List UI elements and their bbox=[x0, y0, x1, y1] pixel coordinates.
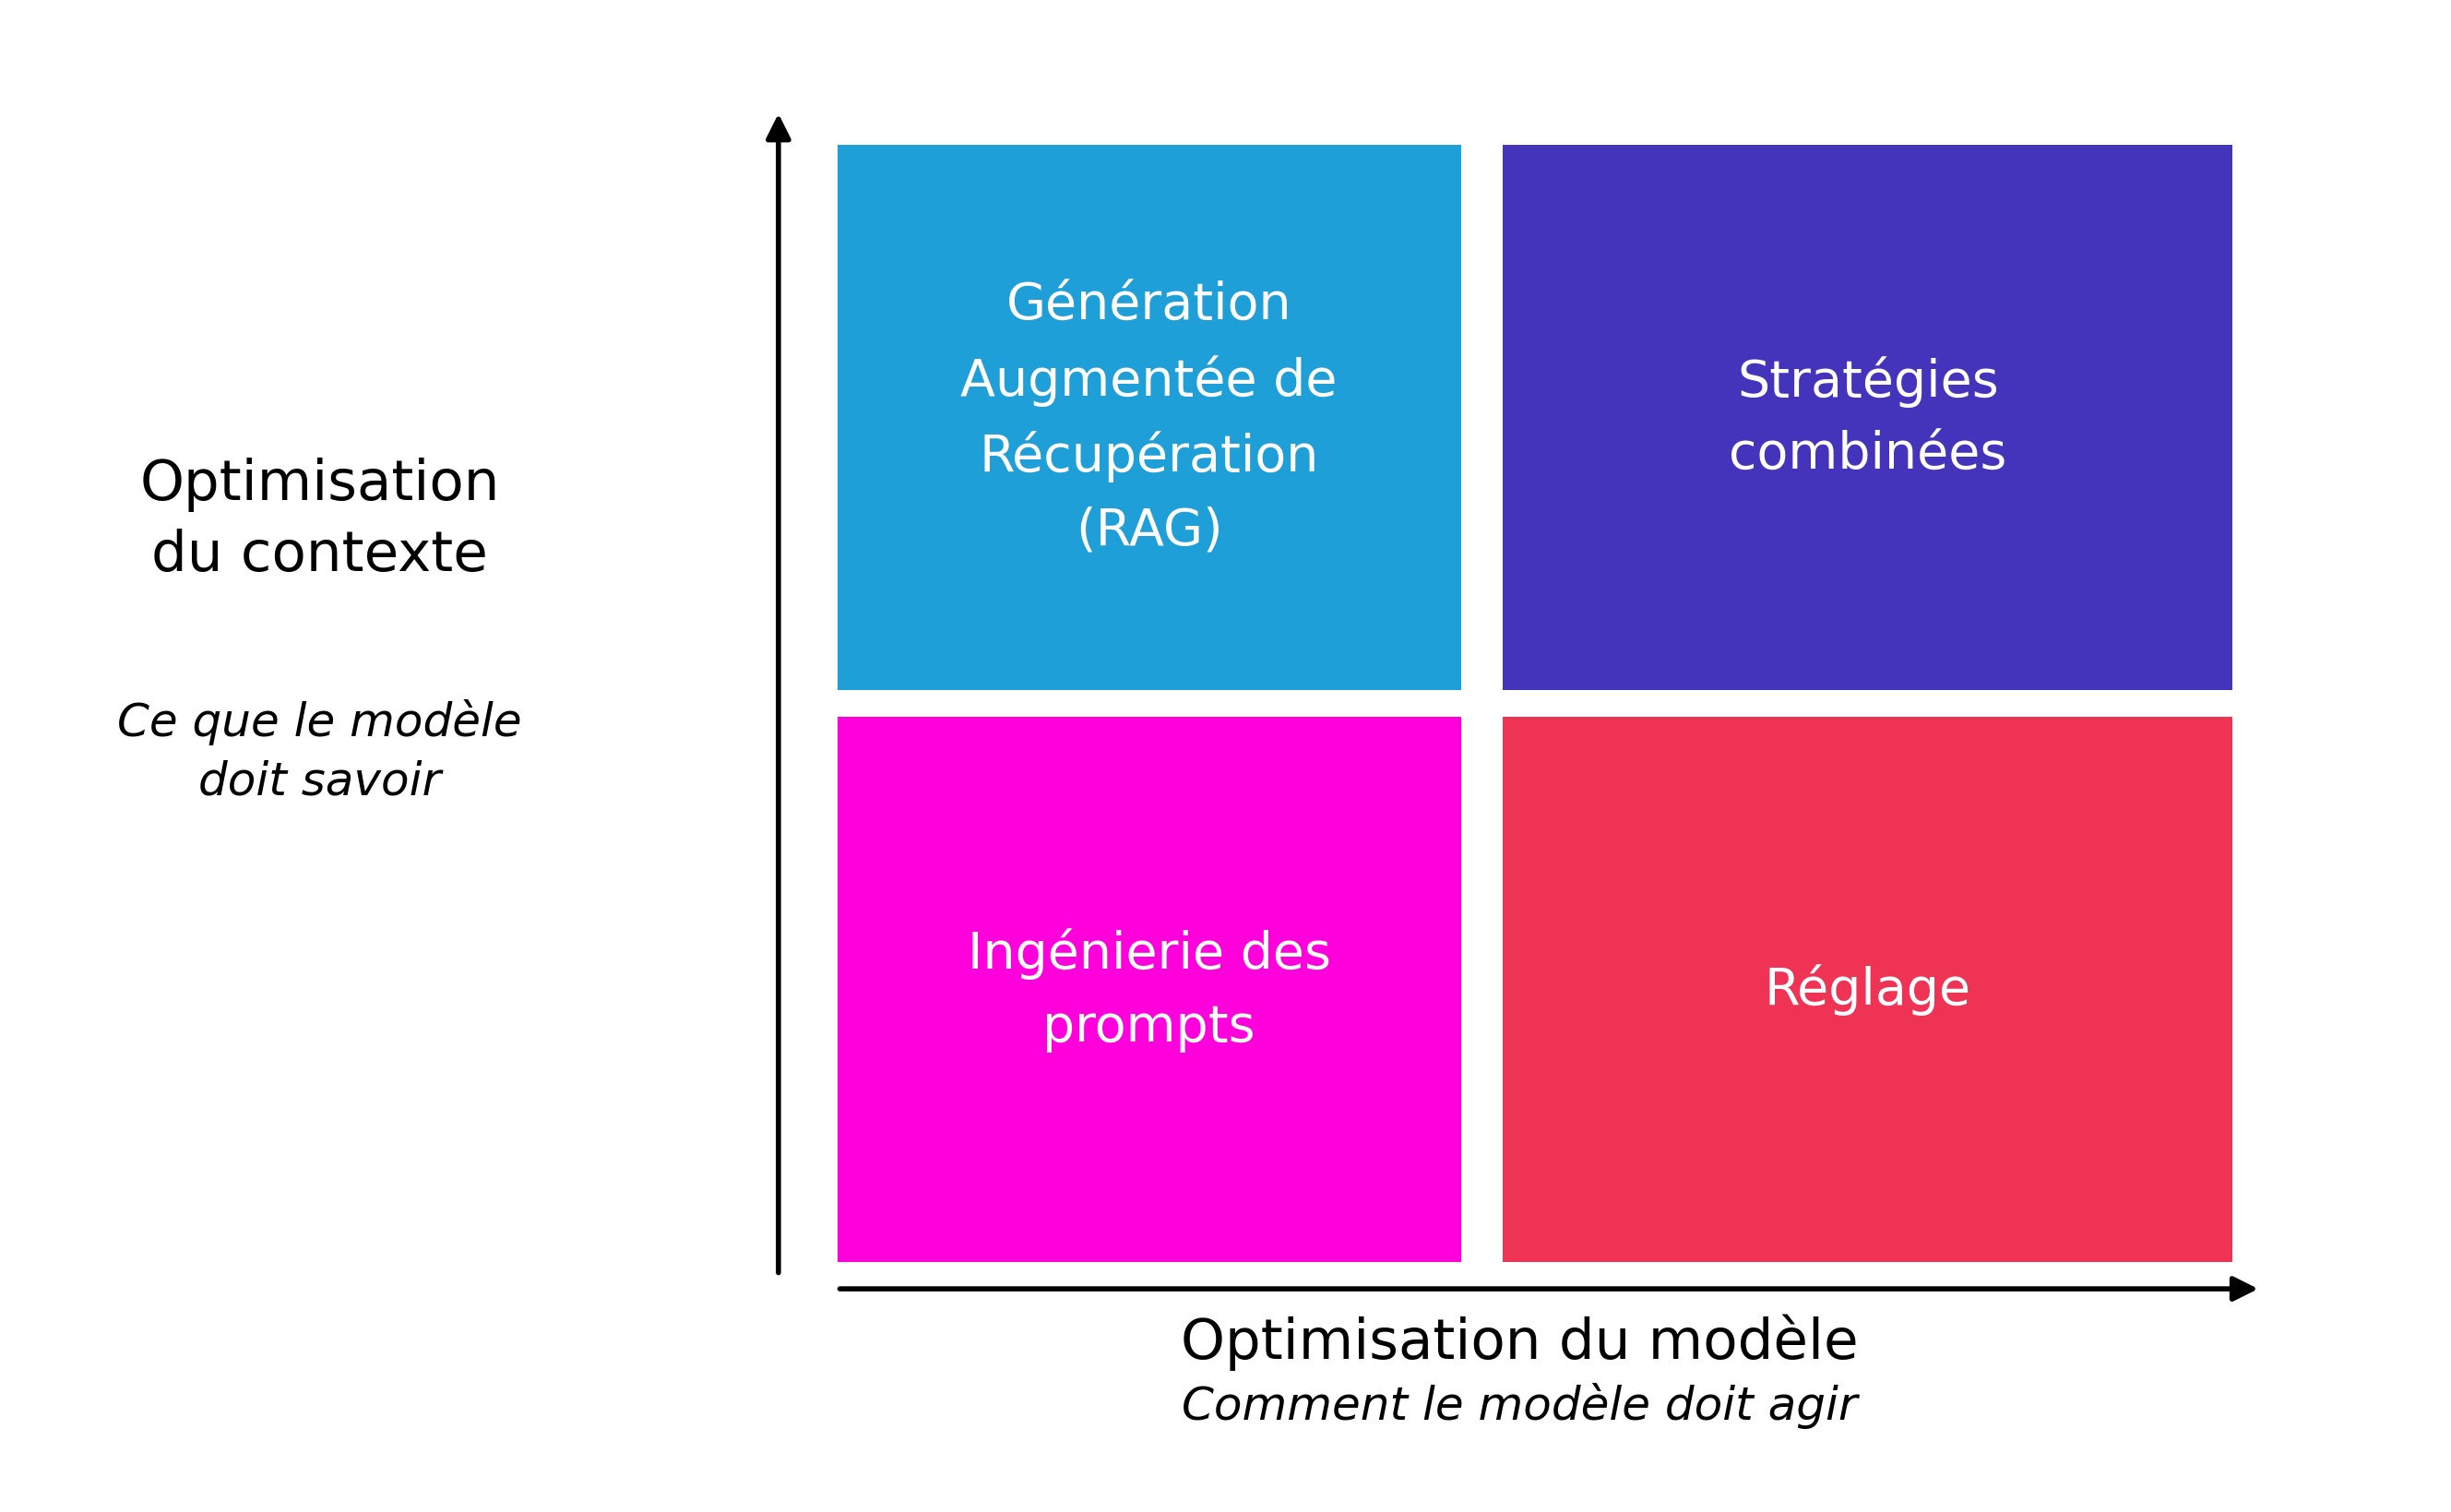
Text: Comment le modèle doit agir: Comment le modèle doit agir bbox=[1181, 1382, 1858, 1427]
FancyBboxPatch shape bbox=[838, 717, 1461, 1261]
Text: Optimisation du modèle: Optimisation du modèle bbox=[1181, 1314, 1858, 1370]
FancyBboxPatch shape bbox=[838, 145, 1461, 689]
FancyBboxPatch shape bbox=[1502, 145, 2233, 689]
Text: Ingénierie des
prompts: Ingénierie des prompts bbox=[968, 927, 1331, 1052]
FancyBboxPatch shape bbox=[1502, 717, 2233, 1261]
Text: Optimisation
du contexte: Optimisation du contexte bbox=[140, 457, 500, 584]
Text: Stratégies
combinées: Stratégies combinées bbox=[1728, 355, 2007, 481]
Text: Réglage: Réglage bbox=[1765, 963, 1971, 1016]
Text: Ce que le modèle
doit savoir: Ce que le modèle doit savoir bbox=[118, 699, 522, 804]
Text: Génération
Augmentée de
Récupération
(RAG): Génération Augmentée de Récupération (RA… bbox=[961, 281, 1338, 555]
